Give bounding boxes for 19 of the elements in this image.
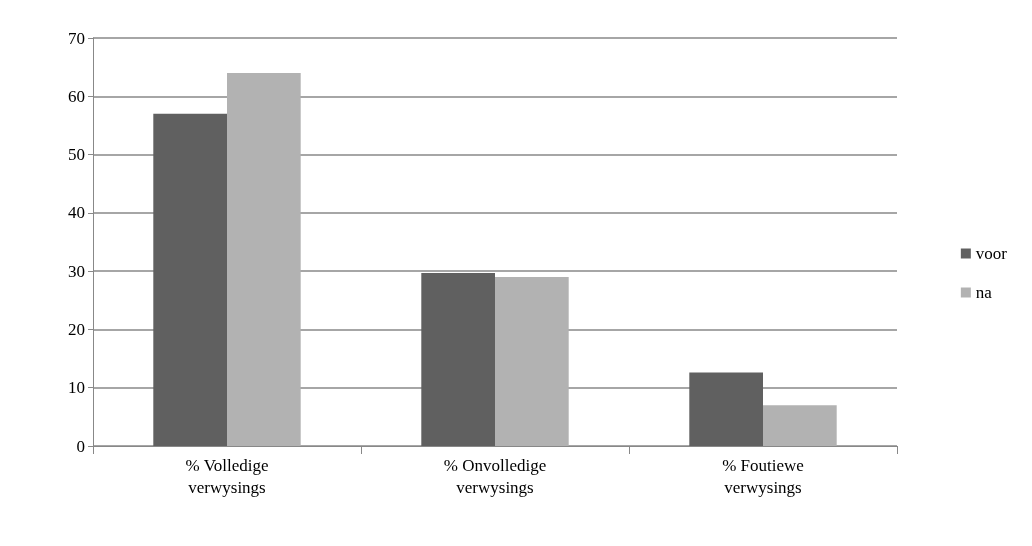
y-tick-label: 70 [68, 28, 85, 48]
x-tick-label: % Volledige verwysings [185, 455, 269, 497]
y-tick-label: 30 [68, 261, 85, 281]
x-tick-label: % Foutiewe verwysings [722, 455, 804, 497]
y-tick-label: 50 [68, 145, 85, 165]
x-tick-label: % Onvolledige verwysings [443, 455, 547, 497]
y-tick-label: 10 [68, 378, 85, 398]
y-tick-label: 20 [68, 319, 85, 339]
legend-label: na [975, 283, 993, 302]
bar [689, 372, 763, 446]
bar [153, 113, 227, 446]
y-tick-label: 60 [68, 86, 85, 106]
bar [495, 276, 569, 446]
y-tick-label: 40 [68, 203, 85, 223]
bar [227, 72, 301, 446]
legend-label: voor [975, 244, 1008, 263]
y-tick-label: 0 [76, 436, 85, 456]
bar [421, 272, 495, 446]
bar [763, 405, 837, 446]
